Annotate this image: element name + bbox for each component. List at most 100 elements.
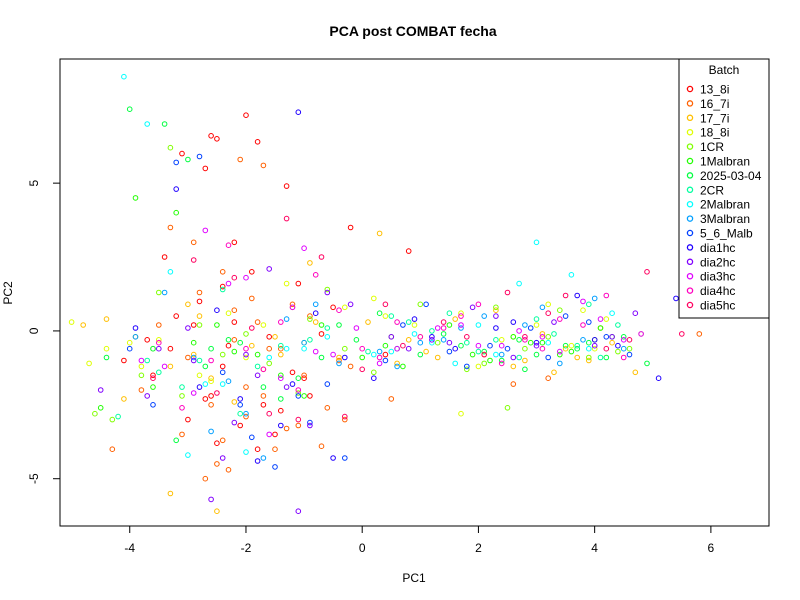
data-point	[382, 313, 389, 319]
data-point	[516, 337, 522, 343]
data-point	[237, 156, 243, 163]
data-point	[632, 310, 639, 317]
x-axis-label: PC1	[402, 571, 426, 585]
legend-marker	[686, 85, 694, 93]
data-point	[202, 475, 209, 482]
data-point	[527, 339, 534, 346]
legend-label: 5_6_Malb	[700, 227, 753, 241]
data-point	[190, 239, 197, 246]
data-point	[359, 354, 366, 361]
legend-label: 1CR	[700, 140, 724, 154]
data-point	[429, 328, 435, 334]
data-points	[68, 73, 703, 515]
data-point	[557, 316, 563, 322]
data-point	[586, 319, 592, 325]
y-axis-label: PC2	[1, 281, 15, 305]
data-point	[545, 301, 552, 308]
data-point	[580, 298, 586, 305]
data-point	[324, 381, 331, 387]
data-point	[190, 322, 197, 328]
data-point	[260, 455, 267, 461]
data-point	[394, 360, 400, 367]
data-point	[336, 357, 342, 364]
data-point	[185, 416, 191, 423]
data-point	[475, 363, 482, 370]
data-point	[330, 351, 336, 358]
data-point	[336, 354, 342, 361]
data-point	[121, 357, 127, 364]
data-point	[434, 339, 441, 346]
data-point	[266, 334, 273, 340]
data-point	[190, 390, 197, 396]
data-point	[400, 322, 406, 328]
data-point	[161, 254, 168, 260]
data-point	[545, 354, 552, 361]
data-point	[481, 313, 488, 319]
data-point	[504, 345, 511, 352]
data-point	[522, 357, 528, 364]
data-point	[202, 396, 209, 402]
data-point	[167, 490, 174, 497]
data-point	[481, 348, 488, 355]
data-point	[249, 342, 255, 349]
data-point	[196, 153, 203, 160]
data-point	[243, 413, 249, 420]
data-point	[179, 405, 185, 411]
legend-marker	[686, 272, 694, 280]
legend-label: 17_7i	[700, 111, 729, 125]
data-point	[219, 283, 226, 290]
data-point	[254, 139, 261, 145]
data-point	[342, 304, 348, 311]
data-point	[626, 351, 633, 358]
data-point	[231, 239, 238, 246]
legend-marker	[686, 114, 694, 122]
data-point	[237, 402, 243, 408]
data-point	[405, 337, 412, 343]
data-point	[301, 339, 307, 346]
data-point	[620, 345, 627, 352]
legend-label: 2CR	[700, 183, 724, 197]
legend-item: dia2hc	[686, 255, 735, 269]
x-tick-label: -2	[241, 541, 252, 555]
data-point	[109, 416, 116, 423]
legend-marker	[686, 172, 694, 179]
data-point	[231, 274, 238, 281]
legend-label: dia4hc	[700, 284, 735, 298]
data-point	[318, 331, 325, 337]
data-point	[225, 337, 232, 343]
data-point	[353, 325, 360, 331]
data-point	[533, 339, 540, 346]
data-point	[388, 348, 395, 355]
data-point	[626, 337, 633, 343]
data-point	[615, 348, 621, 355]
data-point	[516, 280, 522, 287]
data-point	[190, 257, 197, 263]
data-point	[562, 345, 569, 352]
data-point	[586, 301, 592, 308]
data-point	[458, 410, 464, 417]
data-point	[126, 106, 133, 112]
data-point	[638, 331, 644, 337]
legend-label: 1Malbran	[700, 155, 750, 169]
legend-marker	[686, 200, 694, 208]
data-point	[307, 316, 313, 322]
data-point	[249, 434, 255, 441]
data-point	[464, 339, 470, 346]
legend-marker	[686, 258, 694, 266]
legend-label: 2025-03-04	[700, 169, 762, 183]
data-point	[493, 337, 499, 343]
data-point	[173, 186, 179, 192]
data-point	[278, 396, 284, 402]
data-point	[394, 345, 400, 352]
data-point	[603, 345, 610, 352]
data-point	[394, 319, 400, 325]
data-point	[388, 334, 395, 340]
data-point	[86, 360, 92, 367]
legend-item: dia4hc	[686, 284, 735, 298]
data-point	[382, 342, 389, 349]
data-point	[196, 298, 203, 305]
data-point	[324, 286, 331, 293]
data-point	[446, 339, 453, 346]
data-point	[312, 301, 319, 308]
data-point	[580, 337, 586, 343]
